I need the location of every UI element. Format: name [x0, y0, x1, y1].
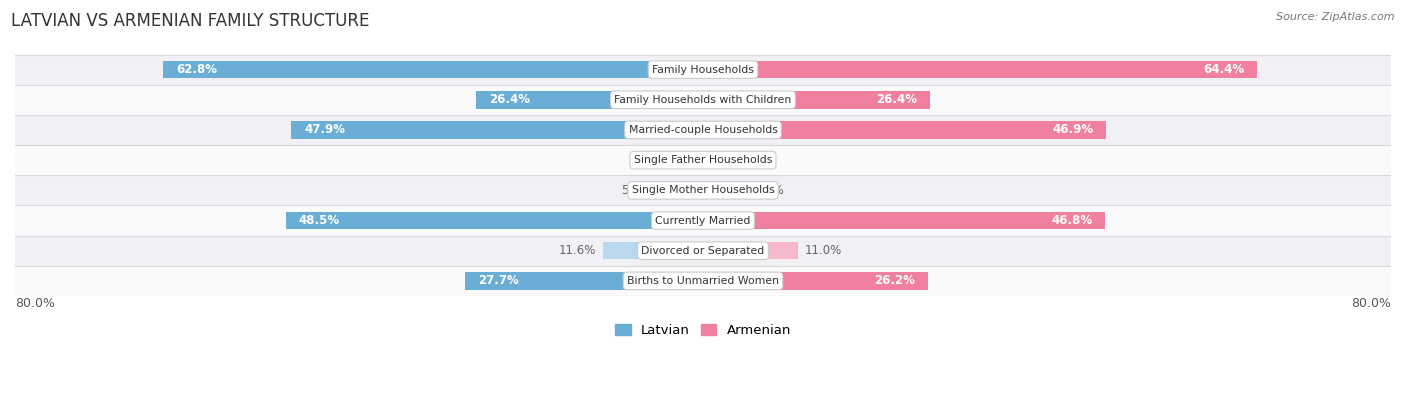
Bar [15, 85, 1391, 115]
Bar [285, 212, 703, 229]
Text: Currently Married: Currently Married [655, 216, 751, 226]
Text: 5.2%: 5.2% [755, 184, 785, 197]
Text: LATVIAN VS ARMENIAN FAMILY STRUCTURE: LATVIAN VS ARMENIAN FAMILY STRUCTURE [11, 12, 370, 30]
Text: 62.8%: 62.8% [176, 63, 217, 76]
Bar [686, 151, 703, 169]
Bar [603, 242, 703, 260]
Text: 26.4%: 26.4% [876, 93, 917, 106]
Text: 46.9%: 46.9% [1052, 124, 1094, 136]
Bar [703, 212, 1105, 229]
Text: 64.4%: 64.4% [1202, 63, 1244, 76]
Bar [15, 266, 1391, 296]
Text: Source: ZipAtlas.com: Source: ZipAtlas.com [1277, 12, 1395, 22]
Text: Births to Unmarried Women: Births to Unmarried Women [627, 276, 779, 286]
Text: 2.0%: 2.0% [650, 154, 679, 167]
Text: Divorced or Separated: Divorced or Separated [641, 246, 765, 256]
Bar [703, 91, 929, 109]
Text: 46.8%: 46.8% [1052, 214, 1092, 227]
Bar [465, 272, 703, 290]
Text: 2.1%: 2.1% [728, 154, 758, 167]
Bar [15, 145, 1391, 175]
Text: Married-couple Households: Married-couple Households [628, 125, 778, 135]
Bar [703, 121, 1107, 139]
Text: 47.9%: 47.9% [304, 124, 344, 136]
Text: 5.3%: 5.3% [621, 184, 651, 197]
Text: 80.0%: 80.0% [1351, 297, 1391, 310]
Bar [163, 61, 703, 78]
Bar [703, 242, 797, 260]
Bar [15, 205, 1391, 235]
Bar [15, 235, 1391, 266]
Bar [15, 175, 1391, 205]
Text: 27.7%: 27.7% [478, 275, 519, 288]
Bar [15, 115, 1391, 145]
Bar [291, 121, 703, 139]
Legend: Latvian, Armenian: Latvian, Armenian [609, 319, 797, 342]
Bar [477, 91, 703, 109]
Bar [703, 182, 748, 199]
Bar [703, 272, 928, 290]
Bar [703, 151, 721, 169]
Text: 11.0%: 11.0% [804, 244, 842, 257]
Bar [15, 55, 1391, 85]
Text: 26.2%: 26.2% [875, 275, 915, 288]
Text: 48.5%: 48.5% [299, 214, 340, 227]
Text: Single Mother Households: Single Mother Households [631, 185, 775, 196]
Text: Family Households with Children: Family Households with Children [614, 95, 792, 105]
Text: Single Father Households: Single Father Households [634, 155, 772, 165]
Text: 26.4%: 26.4% [489, 93, 530, 106]
Bar [703, 61, 1257, 78]
Text: Family Households: Family Households [652, 65, 754, 75]
Bar [658, 182, 703, 199]
Text: 80.0%: 80.0% [15, 297, 55, 310]
Text: 11.6%: 11.6% [560, 244, 596, 257]
